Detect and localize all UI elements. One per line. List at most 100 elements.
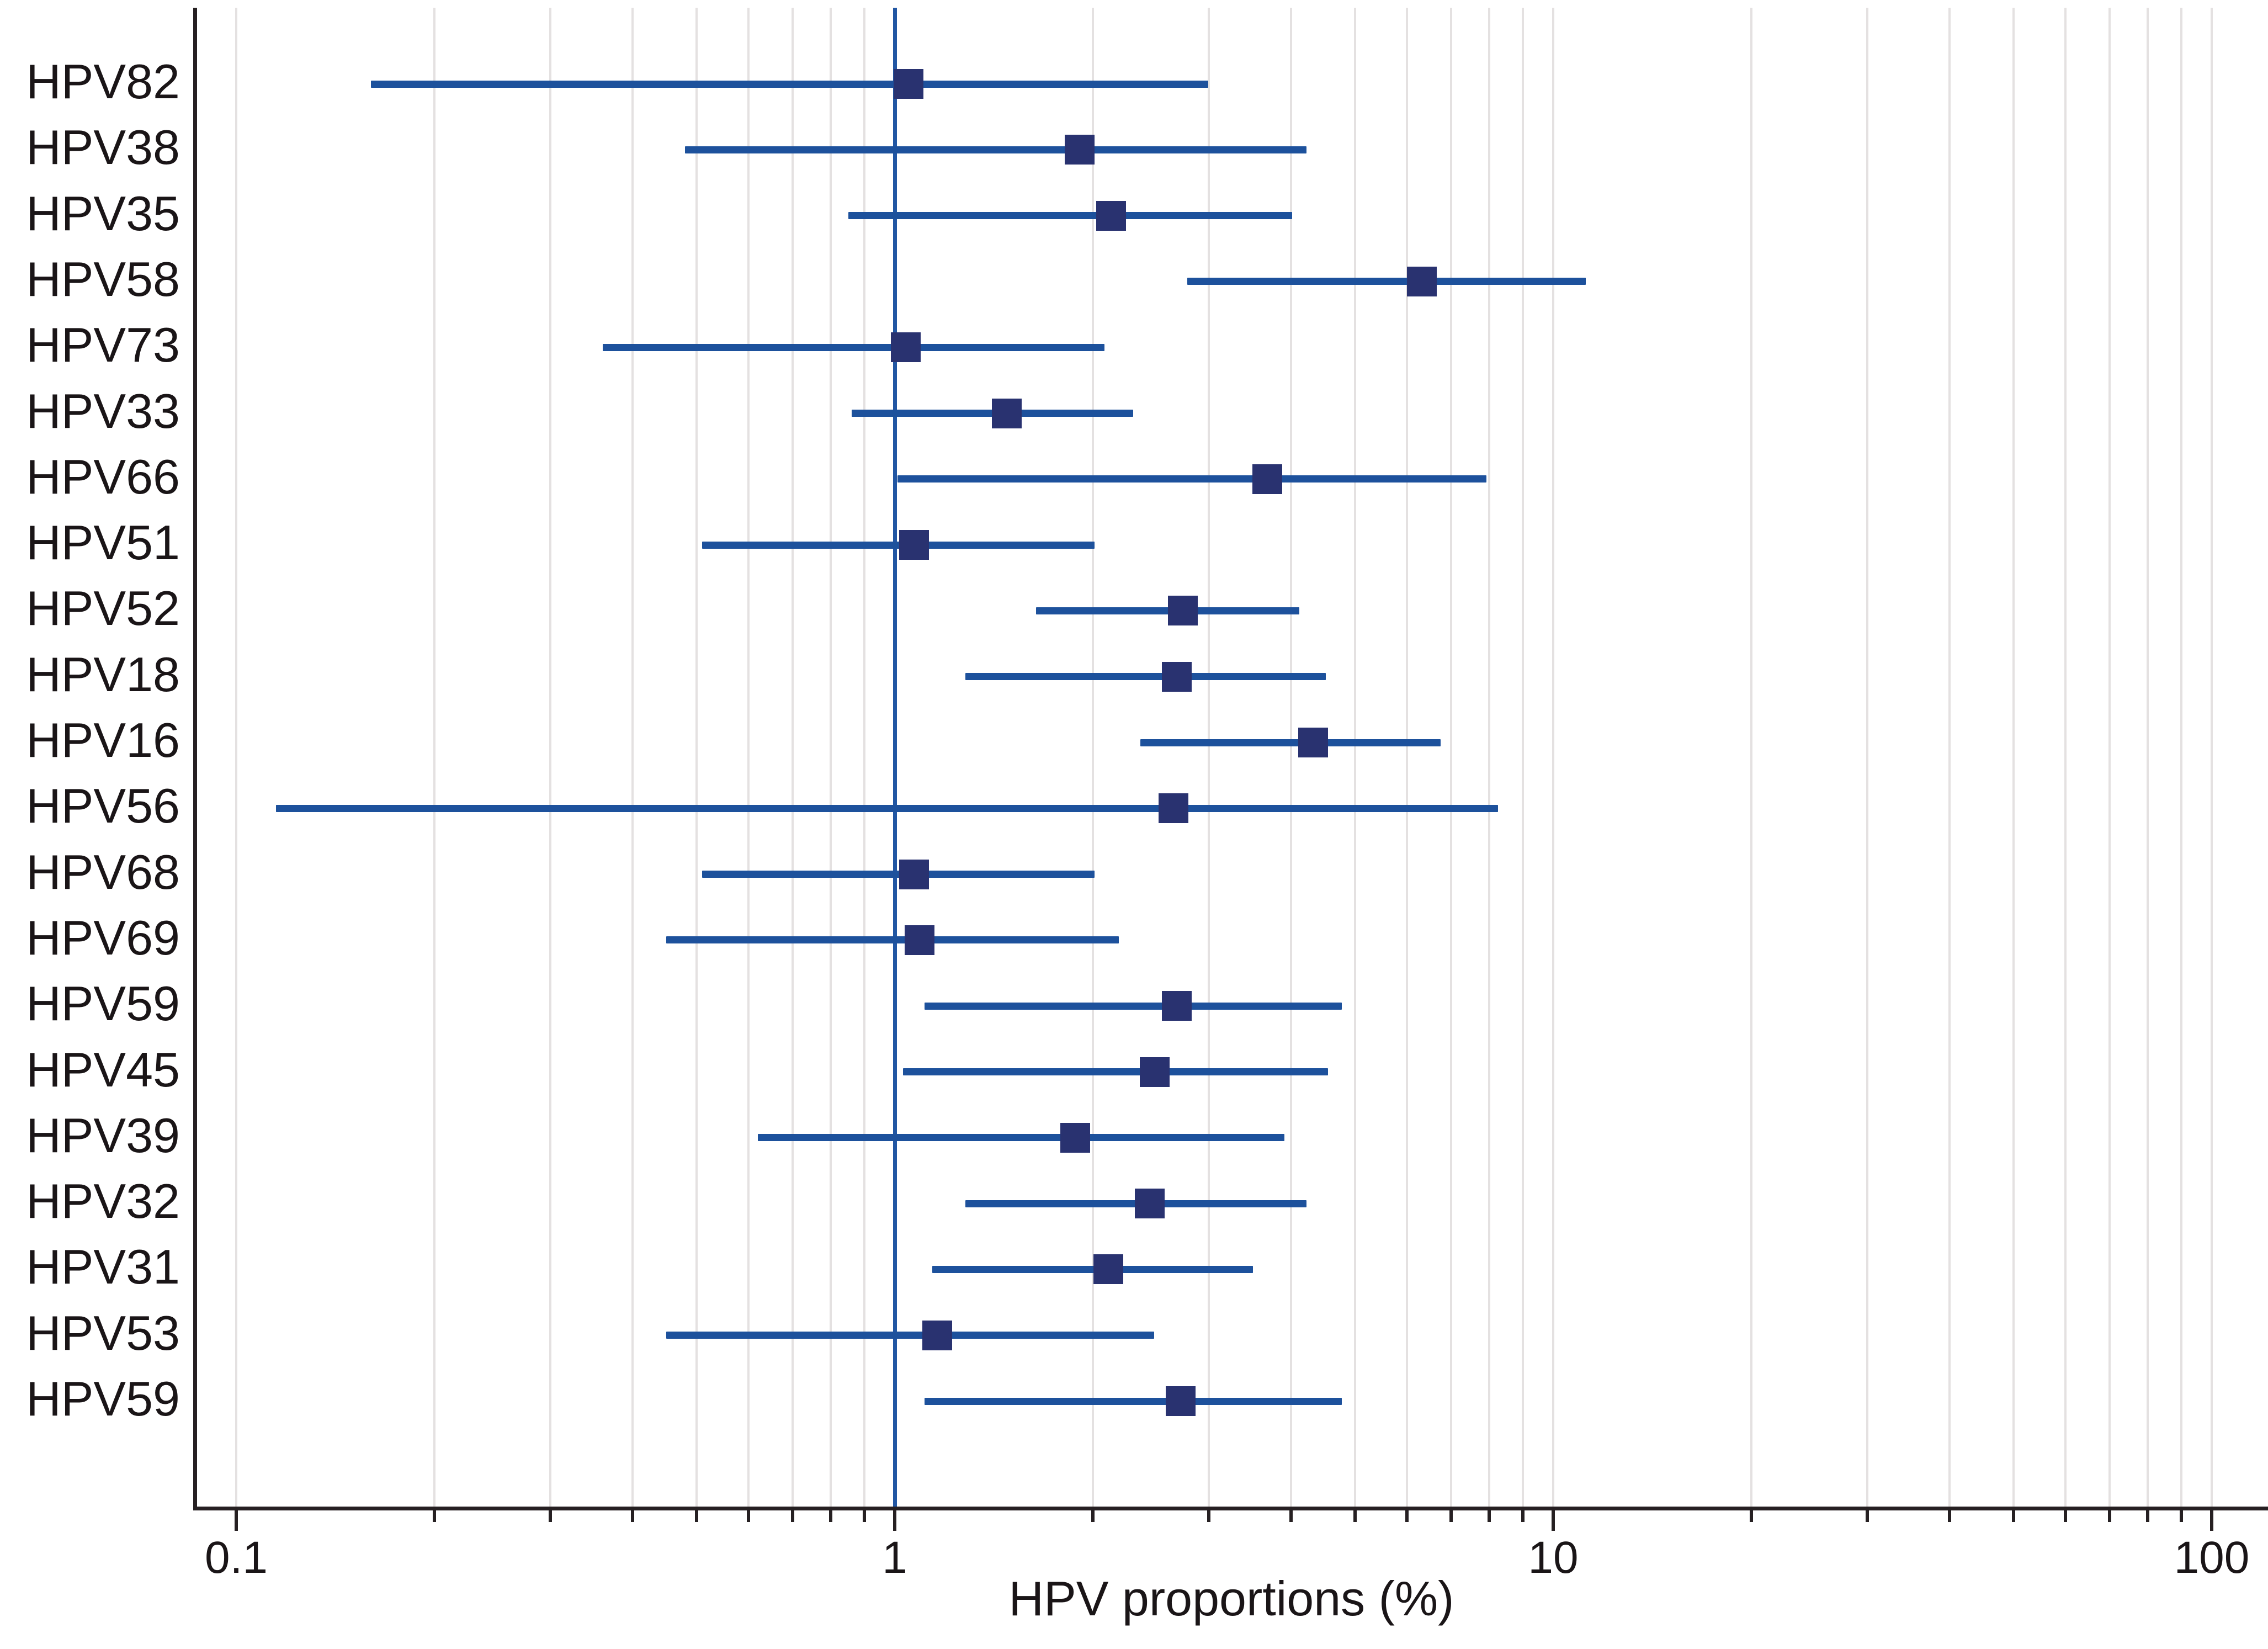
ci-line <box>925 1003 1342 1010</box>
x-tick-minor <box>1405 1510 1409 1522</box>
row-label: HPV16 <box>26 713 180 767</box>
gridline <box>235 8 237 1508</box>
row-label: HPV51 <box>26 515 180 570</box>
x-tick <box>893 1510 896 1531</box>
ci-line <box>1187 278 1586 285</box>
ci-line <box>965 673 1326 680</box>
x-tick-minor <box>791 1510 795 1522</box>
ci-line <box>903 1068 1328 1075</box>
gridline <box>1866 8 1869 1508</box>
ci-line <box>685 146 1306 153</box>
point-marker <box>1060 1123 1090 1153</box>
point-marker <box>1140 1057 1170 1087</box>
ci-line <box>848 212 1292 219</box>
x-tick-minor <box>1353 1510 1357 1522</box>
point-marker <box>1162 662 1192 692</box>
x-tick-minor <box>1521 1510 1525 1522</box>
gridline <box>2064 8 2067 1508</box>
gridline <box>1750 8 1753 1508</box>
row-label: HPV52 <box>26 581 180 635</box>
y-axis-line <box>193 8 197 1508</box>
x-tick-minor <box>1750 1510 1754 1522</box>
point-marker <box>1162 991 1192 1021</box>
x-tick-minor <box>1449 1510 1453 1522</box>
row-label: HPV39 <box>26 1108 180 1163</box>
gridline <box>2108 8 2111 1508</box>
gridline <box>830 8 832 1508</box>
x-tick-label: 100 <box>2174 1533 2250 1583</box>
point-marker <box>1407 267 1437 296</box>
ci-line <box>371 81 1208 88</box>
point-marker <box>899 530 929 560</box>
point-marker <box>1096 201 1126 231</box>
x-tick <box>235 1510 238 1531</box>
point-marker <box>899 860 929 889</box>
x-tick-minor <box>549 1510 553 1522</box>
point-marker <box>894 69 923 99</box>
row-label: HPV73 <box>26 317 180 372</box>
gridline <box>631 8 634 1508</box>
ci-line <box>932 1266 1253 1273</box>
ci-line <box>897 475 1486 482</box>
row-label: HPV69 <box>26 910 180 965</box>
gridline <box>1208 8 1210 1508</box>
ci-line <box>702 542 1095 549</box>
gridline <box>747 8 750 1508</box>
point-marker <box>1168 596 1198 625</box>
x-tick-minor <box>631 1510 635 1522</box>
gridline <box>1522 8 1525 1508</box>
x-tick-minor <box>433 1510 437 1522</box>
ci-line <box>758 1134 1284 1141</box>
gridline <box>2211 8 2213 1508</box>
x-tick-minor <box>2011 1510 2015 1522</box>
x-tick <box>2210 1510 2213 1531</box>
x-tick-minor <box>1289 1510 1293 1522</box>
row-label: HPV35 <box>26 186 180 241</box>
gridline <box>1353 8 1356 1508</box>
x-tick-minor <box>2180 1510 2184 1522</box>
ci-line <box>603 344 1104 351</box>
x-tick-label: 1 <box>882 1533 907 1583</box>
gridline <box>433 8 436 1508</box>
ci-line <box>702 871 1095 878</box>
row-label: HPV66 <box>26 449 180 504</box>
point-marker <box>922 1321 952 1350</box>
ci-line <box>925 1398 1342 1405</box>
point-marker <box>905 925 934 955</box>
ci-line <box>666 1332 1154 1339</box>
x-tick-minor <box>1488 1510 1491 1522</box>
gridline <box>695 8 698 1508</box>
x-tick-minor <box>1091 1510 1095 1522</box>
gridline <box>792 8 794 1508</box>
row-label: HPV53 <box>26 1306 180 1360</box>
point-marker <box>1065 135 1095 165</box>
row-label: HPV32 <box>26 1174 180 1228</box>
gridline <box>2180 8 2183 1508</box>
gridline <box>1552 8 1554 1508</box>
x-tick-minor <box>2064 1510 2068 1522</box>
x-tick-minor <box>694 1510 698 1522</box>
x-tick-minor <box>1948 1510 1952 1522</box>
point-marker <box>1166 1386 1196 1416</box>
ci-line <box>1036 607 1299 614</box>
x-tick-label: 0.1 <box>205 1533 268 1583</box>
row-label: HPV56 <box>26 778 180 833</box>
x-axis-title: HPV proportions (%) <box>1008 1571 1454 1626</box>
point-marker <box>891 332 921 362</box>
gridline <box>1406 8 1409 1508</box>
point-marker <box>1159 793 1188 823</box>
point-marker <box>1298 728 1328 757</box>
ci-line <box>276 805 1498 812</box>
x-tick-minor <box>829 1510 833 1522</box>
point-marker <box>1252 464 1282 494</box>
x-tick-minor <box>2146 1510 2150 1522</box>
reference-line <box>893 8 897 1508</box>
row-label: HPV58 <box>26 252 180 306</box>
x-tick-minor <box>1207 1510 1211 1522</box>
x-tick-minor <box>2108 1510 2112 1522</box>
row-label: HPV82 <box>26 54 180 109</box>
row-label: HPV59 <box>26 1371 180 1426</box>
x-tick-minor <box>747 1510 751 1522</box>
gridline <box>549 8 552 1508</box>
